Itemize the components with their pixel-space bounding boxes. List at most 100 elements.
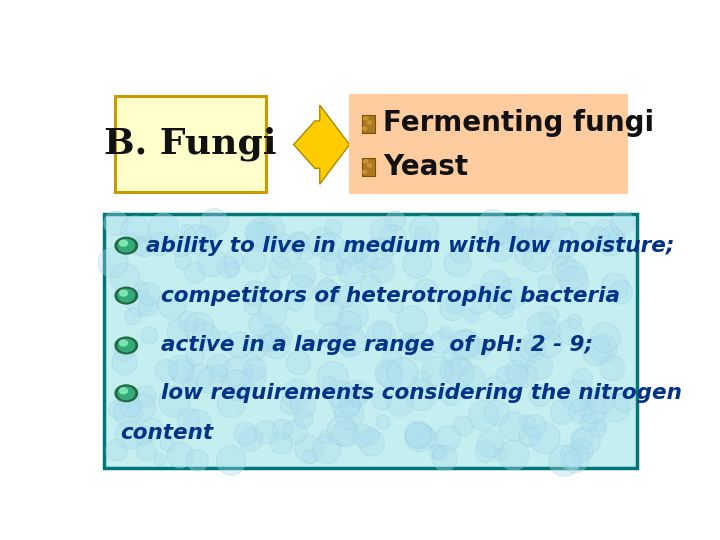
Point — [327, 331, 338, 340]
Point — [267, 308, 279, 317]
Point — [351, 389, 362, 398]
Point — [182, 414, 194, 423]
Point — [360, 256, 372, 265]
Point — [466, 312, 477, 320]
Point — [335, 390, 346, 399]
Point — [473, 295, 485, 303]
Point — [119, 347, 130, 356]
Point — [559, 239, 570, 247]
Point — [489, 381, 500, 390]
Point — [397, 369, 408, 377]
Point — [387, 234, 398, 243]
Circle shape — [364, 160, 368, 163]
Point — [249, 344, 261, 353]
Point — [571, 392, 582, 401]
Point — [222, 263, 234, 272]
Point — [206, 258, 217, 267]
Point — [204, 376, 215, 385]
Point — [576, 436, 588, 444]
Point — [450, 299, 462, 308]
Point — [293, 238, 305, 247]
Circle shape — [115, 238, 138, 254]
Point — [544, 311, 555, 320]
Point — [490, 280, 501, 289]
Point — [534, 237, 545, 245]
Point — [495, 450, 507, 459]
Point — [345, 248, 356, 256]
Point — [588, 406, 599, 414]
Point — [346, 266, 357, 275]
Point — [420, 286, 432, 294]
Point — [538, 221, 549, 230]
Point — [597, 345, 608, 353]
Point — [341, 400, 352, 409]
Point — [431, 448, 443, 457]
Point — [233, 387, 245, 395]
Point — [127, 312, 138, 321]
Point — [508, 451, 520, 460]
Point — [605, 237, 616, 246]
Point — [339, 292, 351, 301]
Point — [365, 281, 377, 290]
Point — [528, 343, 540, 352]
Point — [124, 430, 135, 439]
Point — [303, 445, 315, 454]
Point — [564, 327, 576, 336]
Point — [377, 266, 388, 275]
Point — [320, 433, 331, 441]
Point — [284, 400, 295, 409]
Point — [234, 341, 246, 349]
Point — [298, 415, 310, 423]
Point — [415, 391, 427, 400]
Point — [225, 456, 237, 465]
Point — [291, 390, 302, 399]
Point — [320, 281, 332, 289]
Point — [395, 399, 406, 408]
Point — [209, 218, 220, 227]
Point — [617, 219, 629, 227]
Point — [140, 446, 152, 455]
Point — [521, 418, 533, 427]
Point — [336, 427, 348, 435]
Point — [520, 372, 531, 380]
Point — [595, 396, 606, 405]
Point — [503, 386, 515, 394]
Point — [523, 235, 535, 244]
Point — [217, 335, 228, 343]
Point — [507, 289, 518, 298]
Point — [496, 296, 508, 305]
Point — [529, 422, 541, 430]
Point — [411, 259, 423, 268]
Point — [110, 219, 122, 227]
Point — [338, 263, 349, 272]
Point — [175, 242, 186, 251]
Point — [161, 366, 172, 375]
Point — [357, 431, 369, 440]
Point — [413, 430, 425, 439]
Point — [491, 408, 503, 417]
Point — [434, 448, 446, 457]
Point — [189, 268, 201, 277]
Point — [384, 371, 396, 380]
Point — [518, 251, 529, 259]
Text: competitors of heterotrophic bacteria: competitors of heterotrophic bacteria — [145, 286, 620, 306]
Point — [130, 226, 141, 234]
Point — [344, 401, 356, 409]
Point — [559, 456, 570, 465]
Point — [539, 434, 551, 443]
Point — [324, 380, 336, 388]
FancyBboxPatch shape — [115, 96, 266, 192]
Point — [177, 256, 189, 265]
Point — [120, 274, 131, 282]
Point — [576, 228, 588, 237]
Point — [416, 375, 428, 383]
Point — [417, 231, 428, 240]
Point — [174, 451, 186, 460]
Point — [512, 372, 523, 380]
Circle shape — [118, 239, 135, 252]
Point — [577, 374, 588, 383]
Point — [144, 331, 156, 340]
Point — [199, 232, 211, 241]
Point — [327, 373, 338, 381]
Point — [143, 302, 154, 311]
